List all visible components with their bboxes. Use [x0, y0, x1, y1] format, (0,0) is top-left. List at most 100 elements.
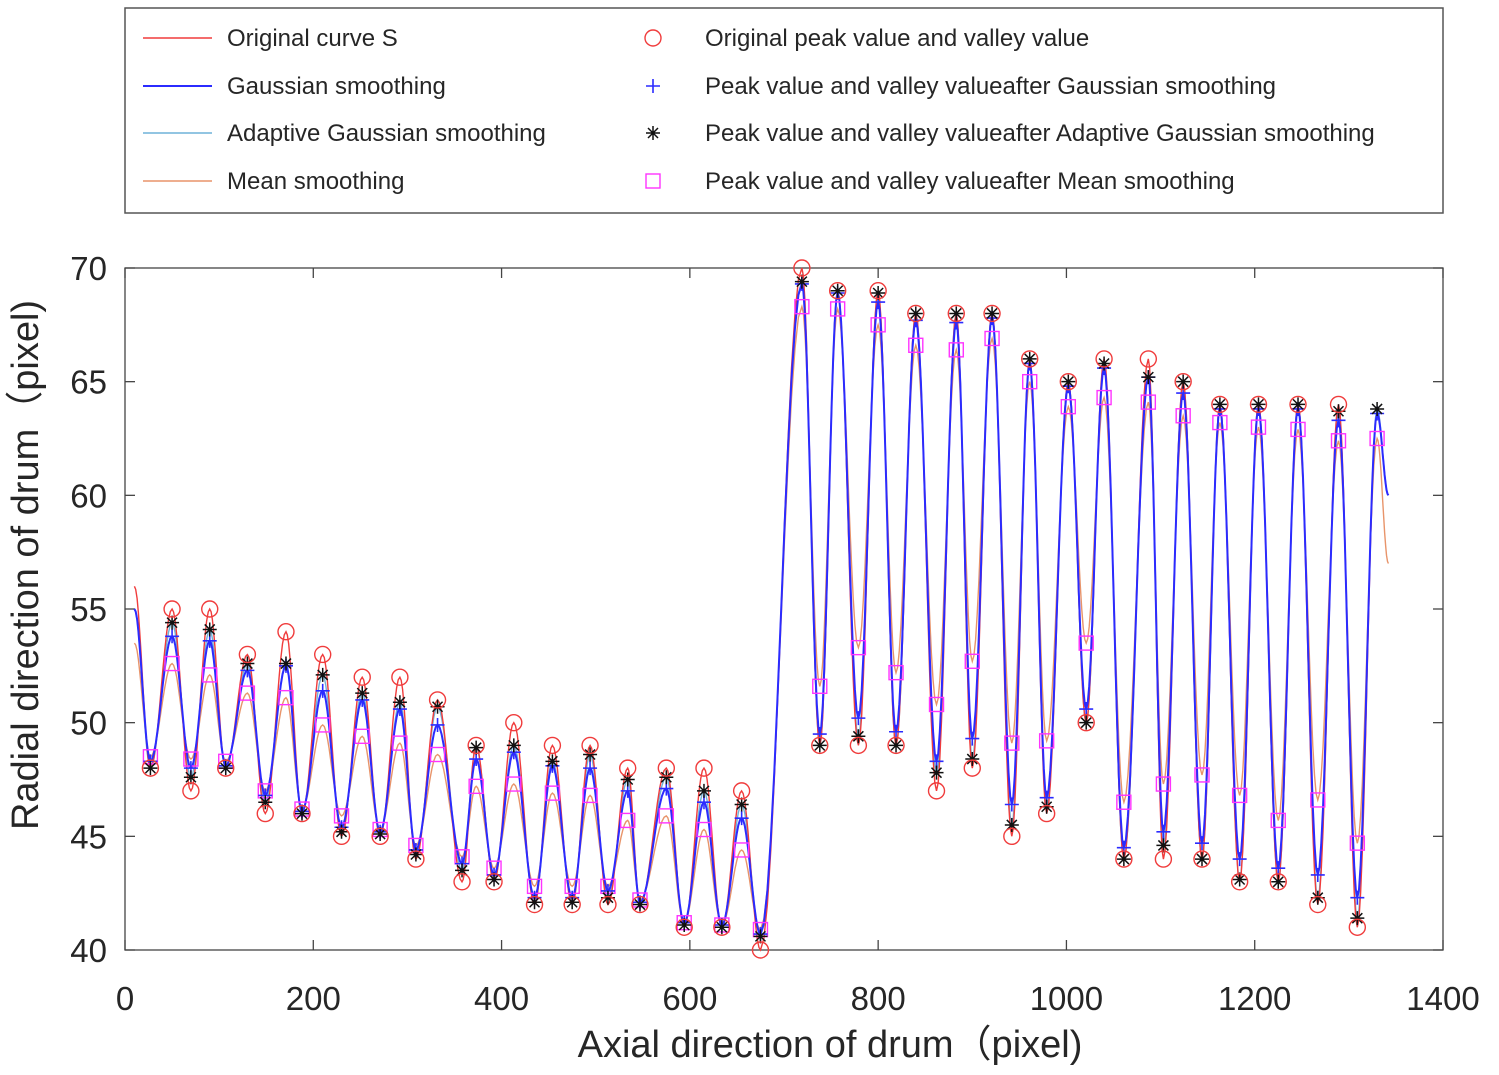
marker-original — [1059, 372, 1078, 391]
marker-mean — [544, 785, 561, 801]
marker-gaussian — [1310, 867, 1325, 882]
marker-original — [543, 736, 562, 755]
marker-adaptive — [1176, 374, 1191, 389]
marker-original — [907, 304, 925, 323]
marker-original — [314, 645, 332, 664]
marker-mean — [964, 653, 980, 669]
x-tick-label: 400 — [474, 980, 529, 1017]
marker-adaptive — [1232, 872, 1247, 887]
marker-gaussian — [851, 711, 866, 726]
marker-original — [1174, 372, 1192, 391]
marker-original — [631, 895, 649, 914]
x-axis-label: Axial direction of drum（pixel) — [578, 1024, 1083, 1066]
x-tick-label: 800 — [851, 980, 906, 1017]
marker-original — [657, 759, 676, 777]
marker-original — [467, 736, 485, 755]
x-tick-label: 200 — [286, 980, 341, 1017]
marker-adaptive — [696, 783, 711, 798]
marker-adaptive — [1251, 397, 1266, 412]
marker-adaptive — [929, 765, 944, 780]
marker-adaptive — [430, 699, 445, 714]
marker-mean — [429, 746, 446, 763]
marker-mean — [1369, 430, 1385, 447]
marker-original — [332, 827, 351, 846]
marker-original — [713, 918, 731, 936]
marker-adaptive — [659, 770, 674, 785]
marker-original — [927, 782, 946, 800]
marker-original — [163, 600, 181, 618]
marker-adaptive — [985, 306, 1000, 321]
legend-marker-square-icon — [645, 173, 661, 189]
y-axis-label: Radial direction of drum（pixel) — [5, 300, 47, 830]
marker-original — [1037, 804, 1056, 823]
marker-adaptive — [734, 797, 749, 812]
marker-mean — [1155, 776, 1172, 792]
x-tick-label: 1000 — [1030, 980, 1103, 1017]
marker-adaptive — [794, 274, 809, 289]
marker-adaptive — [620, 772, 635, 787]
markers — [141, 259, 1385, 959]
marker-adaptive — [1194, 852, 1209, 867]
marker-mean — [1231, 787, 1248, 804]
marker-adaptive — [871, 286, 886, 301]
marker-original — [828, 282, 847, 300]
legend-label: Peak value and valley valueafter Adaptiv… — [705, 120, 1375, 147]
marker-mean — [1096, 389, 1112, 406]
marker-original — [751, 941, 770, 959]
marker-mean — [1022, 373, 1038, 390]
marker-adaptive — [1291, 397, 1306, 412]
legend-marker-circle-icon — [644, 29, 662, 47]
marker-adaptive — [1097, 356, 1112, 371]
marker-gaussian — [889, 724, 904, 739]
marker-original — [1348, 918, 1367, 936]
marker-mean — [1290, 421, 1306, 438]
marker-mean — [870, 317, 886, 333]
marker-mean — [468, 778, 484, 795]
marker-original — [1269, 873, 1287, 891]
marker-original — [963, 759, 981, 777]
marker-adaptive — [1004, 817, 1019, 832]
marker-original — [407, 850, 425, 868]
marker-mean — [1194, 767, 1210, 783]
y-tick-label: 60 — [70, 477, 107, 514]
legend-item: Gaussian smoothing — [143, 73, 446, 100]
marker-mean — [1116, 794, 1132, 810]
x-tick-label: 600 — [662, 980, 717, 1017]
marker-gaussian — [430, 717, 445, 732]
marker-mean — [392, 735, 408, 751]
marker-original — [201, 600, 219, 618]
marker-adaptive — [240, 656, 255, 671]
marker-adaptive — [469, 740, 484, 755]
marker-mean — [1270, 812, 1286, 829]
marker-original — [525, 895, 544, 914]
marker-adaptive — [183, 770, 198, 785]
marker-mean — [696, 821, 712, 838]
marker-mean — [888, 664, 904, 681]
marker-mean — [1038, 733, 1055, 749]
legend-item: Mean smoothing — [143, 168, 404, 195]
marker-original — [849, 736, 868, 755]
marker-original — [1329, 395, 1348, 414]
marker-original — [563, 895, 581, 914]
marker-adaptive — [677, 917, 692, 932]
marker-original — [1211, 395, 1229, 414]
marker-gaussian — [1156, 824, 1171, 839]
y-tick-label: 70 — [70, 250, 107, 287]
marker-gaussian — [1079, 702, 1094, 717]
marker-original — [391, 668, 409, 686]
marker-mean — [202, 667, 218, 683]
y-tick-label: 65 — [70, 364, 107, 401]
marker-mean — [315, 717, 331, 733]
marker-adaptive — [143, 761, 158, 776]
marker-adaptive — [1039, 799, 1054, 814]
marker-original — [182, 782, 200, 800]
marker-adaptive — [545, 754, 560, 769]
marker-adaptive — [600, 890, 615, 905]
marker-mean — [1310, 792, 1326, 808]
marker-adaptive — [949, 306, 964, 321]
marker-adaptive — [1271, 874, 1286, 889]
marker-adaptive — [583, 747, 598, 762]
legend-item: Peak value and valley valueafter Gaussia… — [646, 73, 1276, 100]
marker-adaptive — [373, 827, 388, 842]
marker-adaptive — [889, 738, 904, 753]
